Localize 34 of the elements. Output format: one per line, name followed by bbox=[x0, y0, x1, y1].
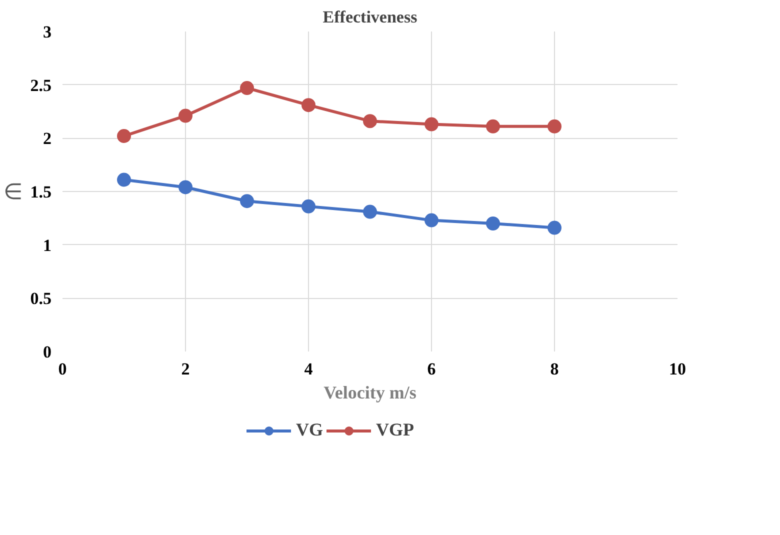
y-tick-label: 2 bbox=[43, 129, 52, 148]
chart-title: Effectiveness bbox=[322, 8, 418, 26]
point bbox=[363, 114, 377, 128]
x-tick-label: 2 bbox=[181, 360, 190, 378]
point bbox=[424, 213, 438, 228]
y-tick-label: 1.5 bbox=[30, 182, 52, 202]
point bbox=[548, 220, 562, 235]
point bbox=[363, 204, 377, 219]
x-tick-label: 10 bbox=[669, 360, 686, 378]
x-tick-label: 0 bbox=[58, 360, 67, 378]
point bbox=[302, 199, 316, 214]
point bbox=[548, 119, 562, 134]
x-tick-label: 8 bbox=[550, 360, 559, 378]
y-tick-label: 0.5 bbox=[30, 289, 52, 308]
y-tick-label: 1 bbox=[43, 236, 52, 255]
x-axis-title: Velocity m/s bbox=[324, 382, 416, 402]
point bbox=[486, 216, 500, 230]
y-tick-label: 0 bbox=[43, 342, 52, 362]
legend-label: VGP bbox=[376, 420, 414, 440]
point bbox=[117, 129, 131, 144]
point bbox=[178, 108, 192, 123]
y-tick-label: 2.5 bbox=[30, 76, 52, 95]
point bbox=[486, 119, 500, 134]
point bbox=[240, 81, 254, 96]
y-axis-title: ∈ bbox=[3, 179, 22, 204]
legend-label: VG bbox=[296, 420, 323, 440]
x-tick-label: 4 bbox=[304, 360, 314, 378]
point bbox=[424, 117, 438, 132]
y-tick-label: 3 bbox=[43, 22, 52, 42]
point bbox=[302, 98, 316, 112]
x-tick-label: 6 bbox=[427, 360, 436, 378]
point bbox=[240, 194, 254, 208]
point bbox=[117, 172, 131, 187]
point bbox=[178, 180, 192, 194]
